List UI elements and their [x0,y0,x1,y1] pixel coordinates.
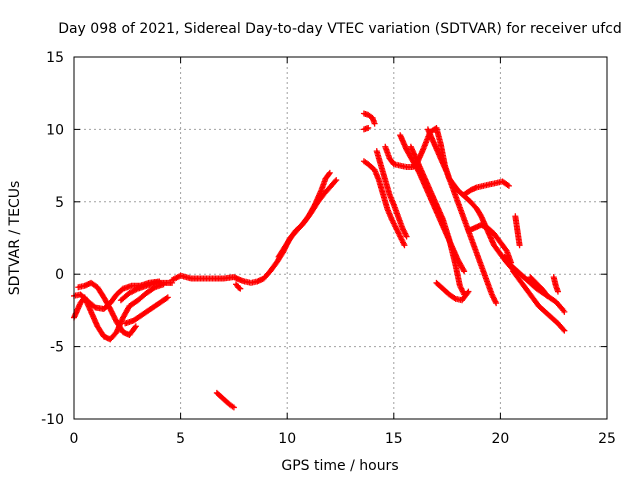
data-point [504,182,511,189]
series-arc-8 [233,281,244,292]
y-tick-label: 0 [55,267,64,283]
data-point [460,267,467,274]
data-point [493,300,500,307]
data-point [461,268,468,275]
series-arc-24 [527,274,551,299]
x-tick-label: 0 [70,431,79,447]
series-arc-12 [360,158,408,249]
x-tick-label: 15 [385,431,403,447]
data-points [71,110,568,411]
chart-title: Day 098 of 2021, Sidereal Day-to-day VTE… [58,21,622,37]
series-arc-22 [510,268,568,334]
data-point [516,242,523,249]
data-point [326,169,333,176]
axis-ticks: 0 5 10 15 20 25 -10 -5 0 5 10 15 [41,50,616,447]
x-tick-label: 10 [278,431,296,447]
y-tick-label: 5 [55,195,64,211]
data-point [333,177,340,184]
data-point [332,178,339,185]
x-tick-label: 20 [491,431,509,447]
data-point [561,327,568,334]
series-arc-7 [275,177,340,260]
data-point [325,170,332,177]
series-arc-17 [424,126,500,307]
y-axis-label: SDTVAR / TECUs [7,181,23,296]
data-point [236,284,243,291]
data-point [230,404,237,411]
data-point [371,120,378,127]
series-arc-11 [360,124,372,133]
data-point [163,295,170,302]
x-tick-label: 5 [176,431,185,447]
series-arc-19 [461,178,512,198]
data-point [465,288,472,295]
plot-border [73,56,608,420]
series-arc-13 [373,148,410,240]
data-point [164,294,171,301]
series-arc-2 [71,278,163,312]
y-tick-label: 10 [46,122,64,138]
series-arc-20 [465,221,515,266]
data-point [403,233,410,240]
data-point [560,326,567,333]
y-tick-label: -10 [41,412,64,428]
y-tick-label: -5 [50,340,64,356]
data-point [505,182,512,189]
data-point [451,294,458,301]
series-arc-6 [169,169,333,286]
data-point [464,289,471,296]
data-point [561,308,568,315]
series-arc-18 [433,279,472,304]
data-point [544,292,551,299]
series-arc-5 [122,294,171,327]
data-point [554,288,561,295]
series-arc-4 [117,279,176,304]
data-point [543,291,550,298]
series-arc-23 [512,213,523,249]
data-point [131,324,138,331]
series-arc-16 [407,143,468,298]
series-arc-3 [75,279,139,339]
grid [74,57,607,419]
series-arc-9 [213,389,237,411]
series-arc-25 [550,274,561,295]
data-point [237,285,244,292]
data-point [132,323,139,330]
data-point [365,124,372,131]
y-tick-label: 15 [46,50,64,66]
data-point [401,242,408,249]
series-arc-1 [71,281,167,343]
series-arc-10 [360,110,378,127]
x-axis-label: GPS time / hours [281,458,398,474]
x-tick-label: 25 [598,431,616,447]
